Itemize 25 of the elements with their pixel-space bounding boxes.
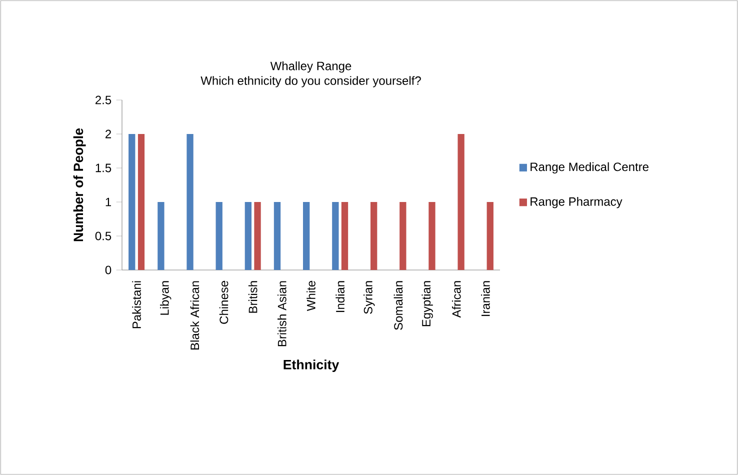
y-tick-label: 0: [105, 266, 112, 274]
y-tick-label: 1: [106, 198, 112, 206]
x-tick-label: White: [306, 280, 316, 312]
x-tick-label: African: [452, 281, 461, 318]
x-tick-label: Iranian: [481, 281, 490, 316]
y-tick-label: 0.5: [95, 232, 112, 240]
legend-label: Range Medical Centre: [530, 162, 648, 174]
chart-title: Whalley Range: [270, 61, 352, 73]
x-tick-label: Libyan: [160, 281, 172, 315]
y-tick-label: 2: [106, 130, 111, 138]
y-tick-label: 1.5: [96, 164, 112, 172]
x-tick-label: Black African: [190, 281, 200, 350]
y-axis-title: Number of People: [73, 128, 86, 242]
chart-subtitle: Which ethnicity do you consider yourself?: [200, 76, 421, 88]
x-tick-label: Egyptian: [422, 281, 433, 326]
x-tick-label: British Asian: [278, 281, 286, 346]
legend-label: Range Pharmacy: [530, 196, 622, 208]
x-tick-label: Pakistani: [132, 281, 141, 328]
x-tick-label: Chinese: [219, 280, 228, 324]
x-tick-label: British: [248, 281, 258, 313]
y-tick-label: 2.5: [96, 96, 112, 104]
x-tick-label: Somalian: [394, 281, 403, 330]
x-tick-label: Syrian: [364, 281, 375, 314]
x-axis-title: Ethnicity: [284, 360, 340, 372]
x-tick-label: Indian: [336, 281, 344, 312]
